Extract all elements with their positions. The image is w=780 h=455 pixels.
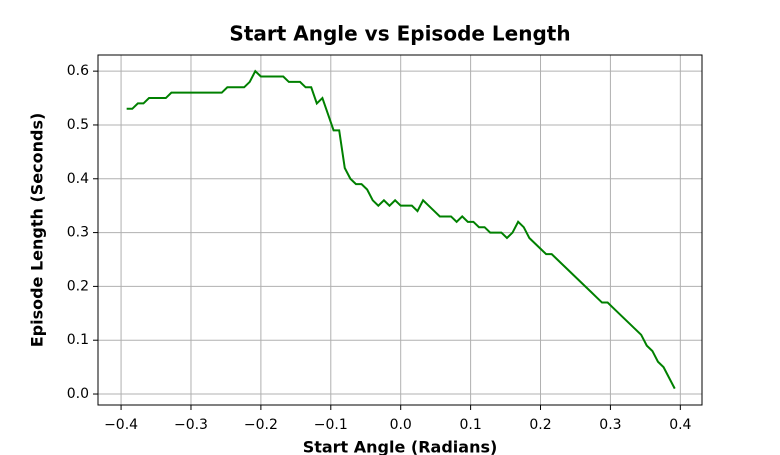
y-tick-label: 0.5 (67, 117, 89, 133)
x-axis-label: Start Angle (Radians) (303, 438, 498, 455)
x-tick-label: −0.4 (104, 417, 138, 433)
y-tick-label: 0.3 (67, 225, 89, 241)
chart-title: Start Angle vs Episode Length (229, 22, 570, 46)
x-tick-label: 0.2 (529, 417, 551, 433)
y-tick-label: 0.0 (67, 386, 89, 402)
y-axis-label: Episode Length (Seconds) (28, 113, 47, 348)
x-tick-label: 0.4 (669, 417, 691, 433)
y-tick-label: 0.1 (67, 332, 89, 348)
x-tick-label: −0.2 (244, 417, 278, 433)
x-tick-label: 0.0 (390, 417, 412, 433)
y-tick-label: 0.4 (67, 171, 89, 187)
data-line (126, 69, 676, 390)
x-tick-label: −0.3 (174, 417, 208, 433)
plot-frame (97, 54, 703, 406)
x-tick-label: 0.1 (459, 417, 481, 433)
x-tick-label: −0.1 (314, 417, 348, 433)
y-tick-label: 0.6 (67, 63, 89, 79)
y-tick-label: 0.2 (67, 278, 89, 294)
x-tick-label: 0.3 (599, 417, 621, 433)
